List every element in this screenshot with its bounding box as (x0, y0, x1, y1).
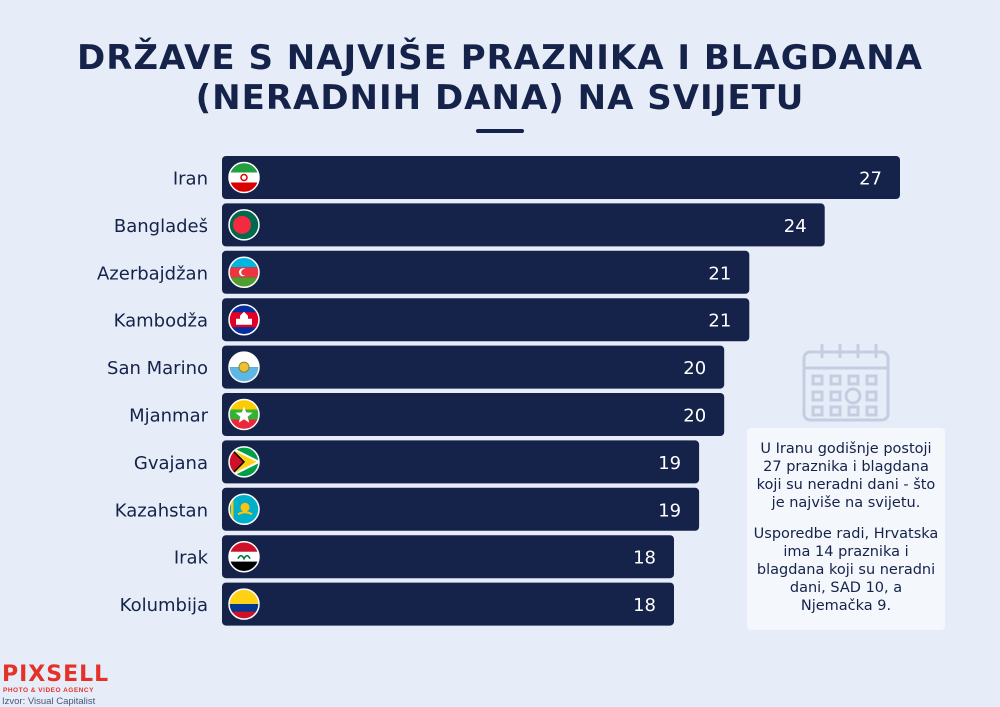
flag-ring (228, 209, 260, 241)
source-note: Izvor: Visual Capitalist (2, 696, 96, 707)
category-label: Bangladeš (114, 216, 208, 237)
flag-ring (228, 588, 260, 620)
bar (222, 487, 700, 531)
title-underline (476, 129, 524, 133)
category-label: Azerbajdžan (97, 263, 208, 284)
value-label: 21 (708, 263, 731, 284)
flag-ring (228, 303, 260, 336)
category-label: Kambodža (114, 311, 208, 332)
bangladesh-flag-icon (229, 209, 259, 240)
category-label: San Marino (107, 358, 208, 379)
bar (222, 345, 725, 389)
category-label: Kazahstan (115, 500, 208, 521)
category-label: Gvajana (134, 453, 208, 474)
kazakhstan-flag-icon (229, 494, 259, 525)
flag-ring (228, 446, 260, 478)
value-label: 21 (708, 311, 731, 332)
bar (222, 156, 900, 199)
value-label: 24 (784, 216, 807, 237)
iraq-flag-icon (229, 541, 259, 572)
value-label: 27 (859, 169, 882, 190)
logo-tagline: PHOTO & VIDEO AGENCY (3, 687, 94, 694)
azerbaijan-flag-icon (229, 257, 259, 288)
bar (222, 535, 674, 579)
bar (222, 298, 750, 342)
value-label: 19 (658, 500, 681, 521)
note-paragraph-1: U Iranu godišnje postoji 27 praznika i b… (756, 441, 936, 511)
san-marino-flag-icon (229, 352, 259, 383)
flag-ring (228, 351, 260, 383)
pixsell-logo: PIXSELL (2, 662, 110, 687)
flag-ring (228, 398, 260, 431)
guyana-flag-icon (229, 446, 259, 477)
flag-ring (228, 540, 260, 573)
bar (222, 440, 700, 484)
category-label: Irak (174, 548, 209, 569)
value-label: 18 (633, 595, 656, 616)
bar (222, 203, 825, 247)
value-label: 19 (658, 453, 681, 474)
flag-ring (228, 256, 260, 289)
chart-title: DRŽAVE S NAJVIŠE PRAZNIKA I BLAGDANA (NE… (0, 38, 1000, 118)
iran-flag-icon (229, 162, 259, 193)
title-line-1: DRŽAVE S NAJVIŠE PRAZNIKA I BLAGDANA (77, 38, 923, 78)
value-label: 18 (633, 548, 656, 569)
flag-ring (228, 161, 260, 194)
category-label: Iran (173, 169, 208, 190)
myanmar-flag-icon (229, 399, 259, 430)
colombia-flag-icon (229, 589, 259, 620)
info-note: U Iranu godišnje postoji 27 praznika i b… (747, 428, 945, 630)
value-label: 20 (683, 406, 706, 427)
title-line-2: (NERADNIH DANA) NA SVIJETU (195, 78, 805, 118)
bar (222, 582, 674, 626)
note-paragraph-2: Usporedbe radi, Hrvatska ima 14 praznika… (753, 526, 939, 614)
value-label: 20 (683, 358, 706, 379)
bar (222, 393, 725, 436)
category-label: Mjanmar (129, 406, 209, 427)
calendar-icon (802, 344, 890, 422)
cambodia-flag-icon (229, 304, 259, 335)
bar (222, 250, 750, 294)
category-label: Kolumbija (120, 595, 208, 616)
flag-ring (228, 493, 260, 526)
